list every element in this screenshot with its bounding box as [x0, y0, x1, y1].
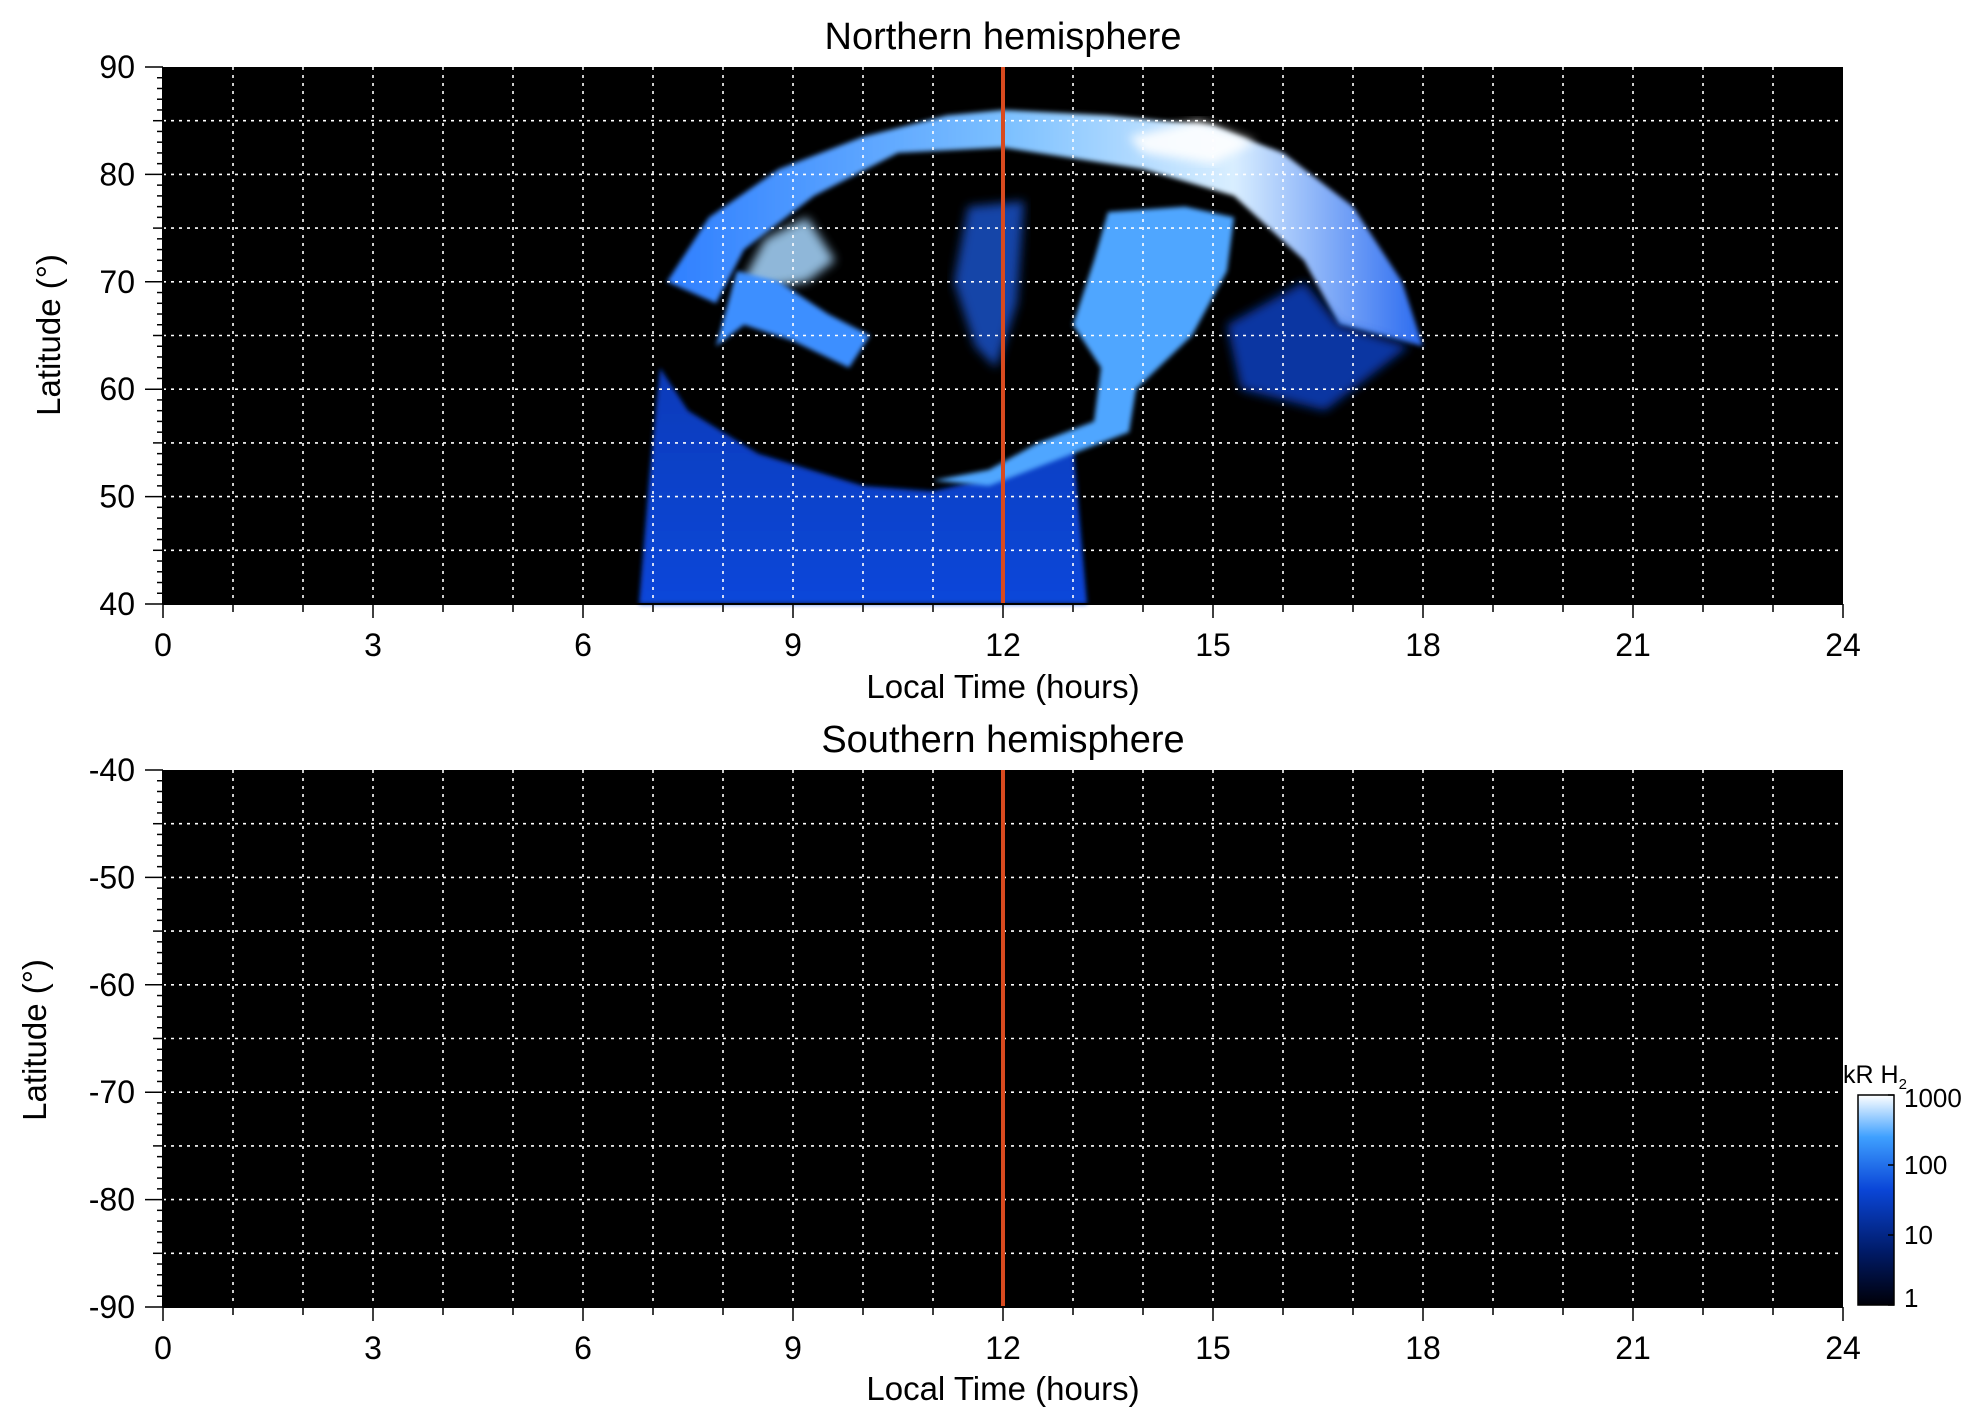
x-tick-label: 21 — [1615, 1330, 1651, 1366]
x-tick-label: 6 — [574, 1330, 592, 1366]
emission-prenoon-curtain — [954, 201, 1024, 368]
northern-hemisphere-panel: Northern hemisphere 0 3 6 9 12 15 18 21 24 40 50 60… — [30, 16, 1861, 705]
y-tick-label: 90 — [99, 49, 135, 85]
colorbar-tick-label: 10 — [1904, 1220, 1933, 1250]
southern-axes: 0 3 6 9 12 15 18 21 24 -40 -50 -60 -70 -80 -90 — [89, 752, 1861, 1366]
emission-dawn-highlight — [737, 217, 835, 293]
y-tick-label: 60 — [99, 371, 135, 407]
northern-x-axis-label: Local Time (hours) — [866, 668, 1139, 705]
emission-noon-extension — [933, 206, 1234, 486]
x-tick-label: 18 — [1405, 1330, 1441, 1366]
x-tick-label: 6 — [574, 627, 592, 663]
southern-hemisphere-panel: Southern hemisphere 0 3 6 9 12 15 18 21 24 -40 -50… — [16, 719, 1861, 1407]
x-tick-label: 15 — [1195, 1330, 1231, 1366]
x-tick-label: 15 — [1195, 627, 1231, 663]
x-tick-label: 0 — [154, 627, 172, 663]
colorbar-unit-label: kR H2 — [1843, 1061, 1907, 1093]
colorbar-tick-label: 1 — [1904, 1283, 1918, 1313]
northern-panel-title: Northern hemisphere — [825, 16, 1182, 58]
colorbar: kR H2 1000 100 10 1 — [1843, 1061, 1962, 1313]
emission-afternoon-highlight — [1129, 120, 1255, 164]
x-tick-label: 24 — [1825, 1330, 1861, 1366]
y-tick-label: 80 — [99, 156, 135, 192]
y-tick-label: -40 — [89, 752, 135, 788]
y-tick-label: -80 — [89, 1182, 135, 1218]
colorbar-gradient — [1857, 1094, 1895, 1306]
x-tick-label: 21 — [1615, 627, 1651, 663]
y-tick-label: -90 — [89, 1289, 135, 1325]
colorbar-tick-label: 1000 — [1904, 1083, 1962, 1113]
x-tick-label: 24 — [1825, 627, 1861, 663]
colorbar-ticks: 1000 100 10 1 — [1888, 1083, 1962, 1313]
southern-panel-title: Southern hemisphere — [821, 719, 1184, 761]
emission-dawn-spur — [716, 271, 870, 368]
y-tick-label: 40 — [99, 586, 135, 622]
northern-axes: 0 3 6 9 12 15 18 21 24 40 50 60 70 80 90 — [99, 49, 1860, 663]
x-tick-label: 12 — [985, 627, 1021, 663]
x-tick-label: 12 — [985, 1330, 1021, 1366]
x-tick-label: 3 — [364, 627, 382, 663]
y-tick-label: 70 — [99, 264, 135, 300]
northern-y-axis-label: Latitude (°) — [30, 254, 67, 416]
southern-y-axis-label: Latitude (°) — [16, 959, 53, 1121]
x-tick-label: 18 — [1405, 627, 1441, 663]
southern-x-axis-label: Local Time (hours) — [866, 1370, 1139, 1407]
y-tick-label: -60 — [89, 967, 135, 1003]
x-tick-label: 3 — [364, 1330, 382, 1366]
x-tick-label: 0 — [154, 1330, 172, 1366]
y-tick-label: -50 — [89, 859, 135, 895]
y-tick-label: 50 — [99, 479, 135, 515]
y-tick-label: -70 — [89, 1074, 135, 1110]
emission-afternoon-band — [1227, 281, 1409, 411]
colorbar-tick-label: 100 — [1904, 1150, 1947, 1180]
x-tick-label: 9 — [784, 627, 802, 663]
x-tick-label: 9 — [784, 1330, 802, 1366]
emission-polar-arc — [667, 109, 1423, 347]
